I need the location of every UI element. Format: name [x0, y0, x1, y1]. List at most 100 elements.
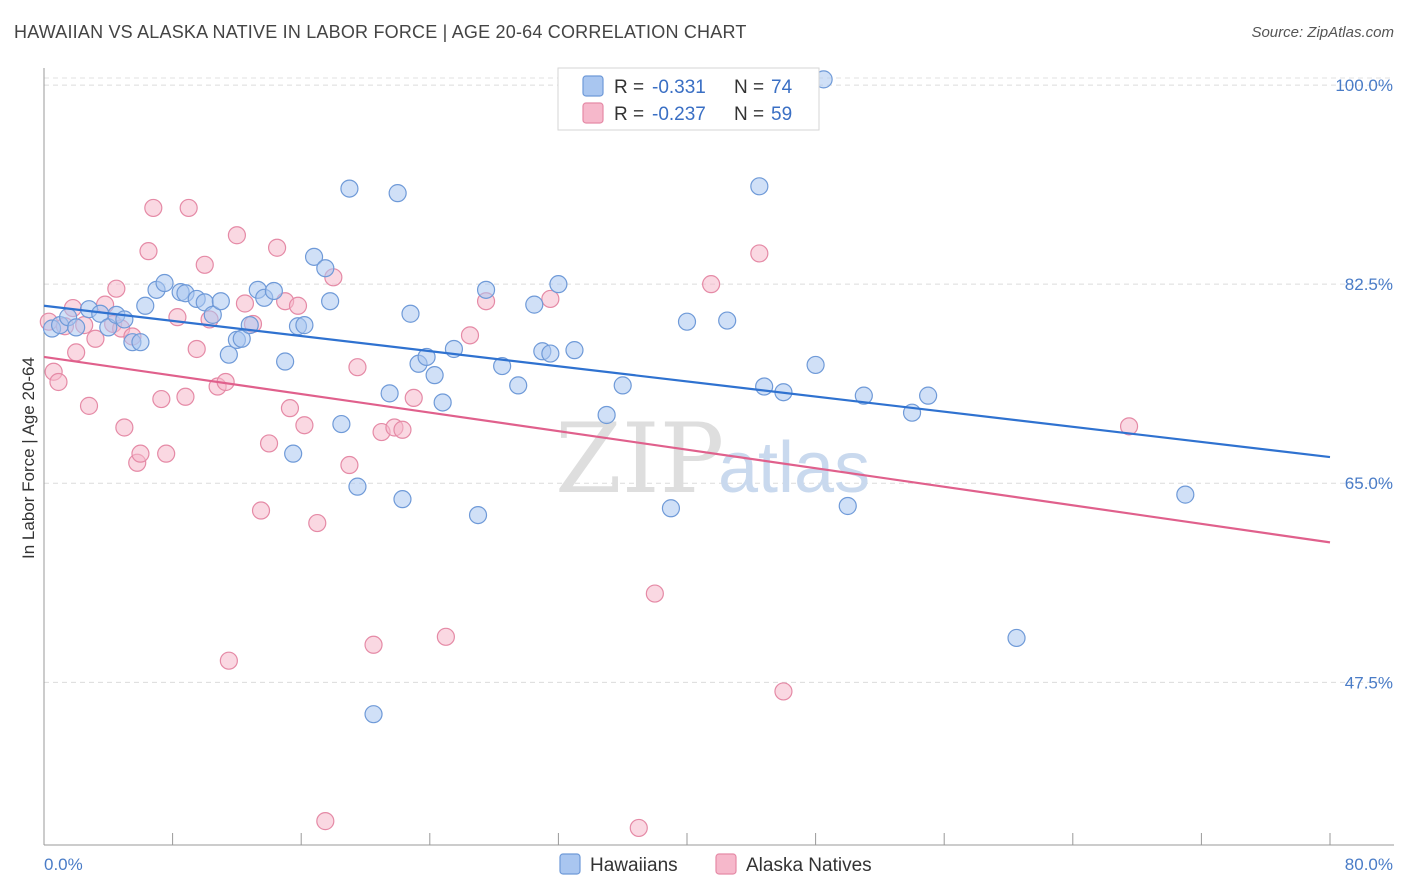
- x-tick-label-max: 80.0%: [1345, 855, 1393, 874]
- alaska-point-11: [107, 279, 126, 298]
- legend-swatch-hawaiians: [582, 75, 604, 97]
- series-hawaiians: [42, 70, 1195, 724]
- source-credit: Source: ZipAtlas.com: [1251, 24, 1394, 41]
- bottom-legend-hawaiians: Hawaiians: [590, 855, 678, 876]
- alaska-point-48: [393, 420, 412, 439]
- trend-lines: [43, 304, 1331, 544]
- hawaiians-point-47: [468, 505, 488, 525]
- hawaiians-point-59: [677, 312, 697, 331]
- hawaiians-point-34: [332, 414, 351, 434]
- hawaiians-point-69: [1007, 628, 1026, 648]
- hawaiians-point-65: [838, 496, 857, 516]
- hawaiians-point-30: [295, 316, 314, 335]
- bottom-legend-swatch-alaska: [715, 853, 737, 875]
- hawaiians-point-45: [433, 393, 452, 412]
- alaska-point-57: [750, 244, 769, 263]
- legend-r-label-2: R =: [614, 104, 644, 125]
- hawaiians-point-51: [525, 295, 544, 314]
- hawaiians-point-33: [321, 292, 340, 311]
- y-axis-label: In Labor Force | Age 20-64: [19, 357, 38, 559]
- hawaiians-point-27: [276, 352, 295, 371]
- legend-n-value-1: 74: [771, 77, 793, 98]
- x-axis-ticks: [43, 833, 1331, 845]
- trend-alaska: [43, 355, 1331, 544]
- alaska-point-20: [157, 444, 176, 463]
- hawaiians-point-13: [155, 273, 174, 293]
- hawaiians-point-40: [393, 490, 412, 509]
- hawaiians-point-19: [211, 292, 230, 311]
- alaska-point-13: [115, 418, 134, 437]
- alaska-point-41: [316, 812, 335, 831]
- hawaiians-point-37: [364, 705, 383, 724]
- hawaiians-point-64: [806, 355, 825, 375]
- hawaiians-point-66: [854, 386, 873, 405]
- hawaiians-point-20: [219, 345, 238, 364]
- alaska-point-31: [235, 294, 255, 313]
- alaska-point-51: [460, 326, 480, 345]
- hawaiians-point-41: [401, 304, 420, 323]
- hawaiians-point-61: [750, 177, 769, 196]
- alaska-point-16: [131, 444, 150, 463]
- hawaiians-point-50: [509, 376, 528, 395]
- alaska-point-29: [219, 651, 238, 670]
- legend-n-label-1: N =: [734, 77, 764, 98]
- alaska-point-30: [227, 226, 246, 245]
- bottom-legend-alaska: Alaska Natives: [746, 855, 872, 876]
- alaska-point-40: [308, 513, 327, 533]
- y-tick-labels: 100.0% 82.5% 65.0% 47.5%: [1335, 76, 1393, 692]
- hawaiians-point-10: [131, 333, 150, 352]
- hawaiians-point-31: [304, 247, 324, 266]
- hawaiians-point-60: [718, 311, 737, 330]
- alaska-point-38: [288, 296, 308, 315]
- hawaiians-point-43: [417, 347, 436, 367]
- alaska-point-2: [49, 372, 68, 392]
- trend-hawaiians: [43, 304, 1331, 459]
- hawaiians-point-55: [565, 341, 584, 360]
- hawaiians-point-54: [549, 275, 568, 294]
- alaska-point-37: [280, 399, 300, 418]
- hawaiians-point-18: [203, 305, 222, 324]
- alaska-point-45: [364, 635, 383, 654]
- y-tick-label-1: 82.5%: [1345, 275, 1393, 294]
- alaska-point-23: [179, 198, 198, 218]
- alaska-point-39: [295, 416, 314, 435]
- watermark-zip: ZIP: [555, 403, 724, 515]
- alaska-point-35: [267, 238, 287, 257]
- legend-r-label-1: R =: [614, 77, 644, 98]
- hawaiians-point-28: [284, 444, 303, 463]
- hawaiians-point-22: [232, 329, 251, 348]
- legend-r-value-2: -0.237: [652, 104, 706, 125]
- alaska-point-50: [436, 627, 455, 646]
- alaska-point-25: [195, 255, 214, 274]
- hawaiians-point-39: [388, 184, 407, 203]
- alaska-point-8: [86, 329, 105, 348]
- hawaiians-point-53: [541, 344, 560, 363]
- hawaiians-point-35: [340, 179, 359, 198]
- hawaiians-point-36: [348, 477, 367, 496]
- hawaiians-point-11: [136, 296, 155, 315]
- alaska-point-33: [251, 501, 271, 520]
- alaska-point-49: [404, 388, 423, 408]
- alaska-point-53: [541, 289, 560, 309]
- y-tick-label-3: 47.5%: [1345, 673, 1393, 692]
- alaska-point-54: [629, 818, 648, 838]
- hawaiians-point-26: [264, 281, 283, 301]
- alaska-point-7: [79, 396, 99, 415]
- x-tick-label-min: 0.0%: [44, 855, 83, 874]
- legend-r-value-1: -0.331: [652, 77, 706, 98]
- alaska-point-19: [152, 389, 171, 409]
- hawaiians-point-56: [597, 405, 616, 425]
- legend-swatch-alaska: [582, 102, 604, 124]
- legend-n-value-2: 59: [771, 104, 792, 125]
- legend: R = -0.331 N = 74 R = -0.237 N = 59: [557, 67, 820, 131]
- legend-n-label-2: N =: [734, 104, 764, 125]
- alaska-point-17: [139, 242, 158, 261]
- bottom-legend: Hawaiians Alaska Natives: [559, 853, 872, 876]
- hawaiians-point-57: [613, 376, 632, 395]
- alaska-point-34: [259, 434, 279, 453]
- hawaiians-point-49: [493, 356, 512, 376]
- alaska-point-59: [774, 682, 793, 701]
- alaska-point-24: [187, 339, 206, 359]
- alaska-point-5: [67, 343, 86, 362]
